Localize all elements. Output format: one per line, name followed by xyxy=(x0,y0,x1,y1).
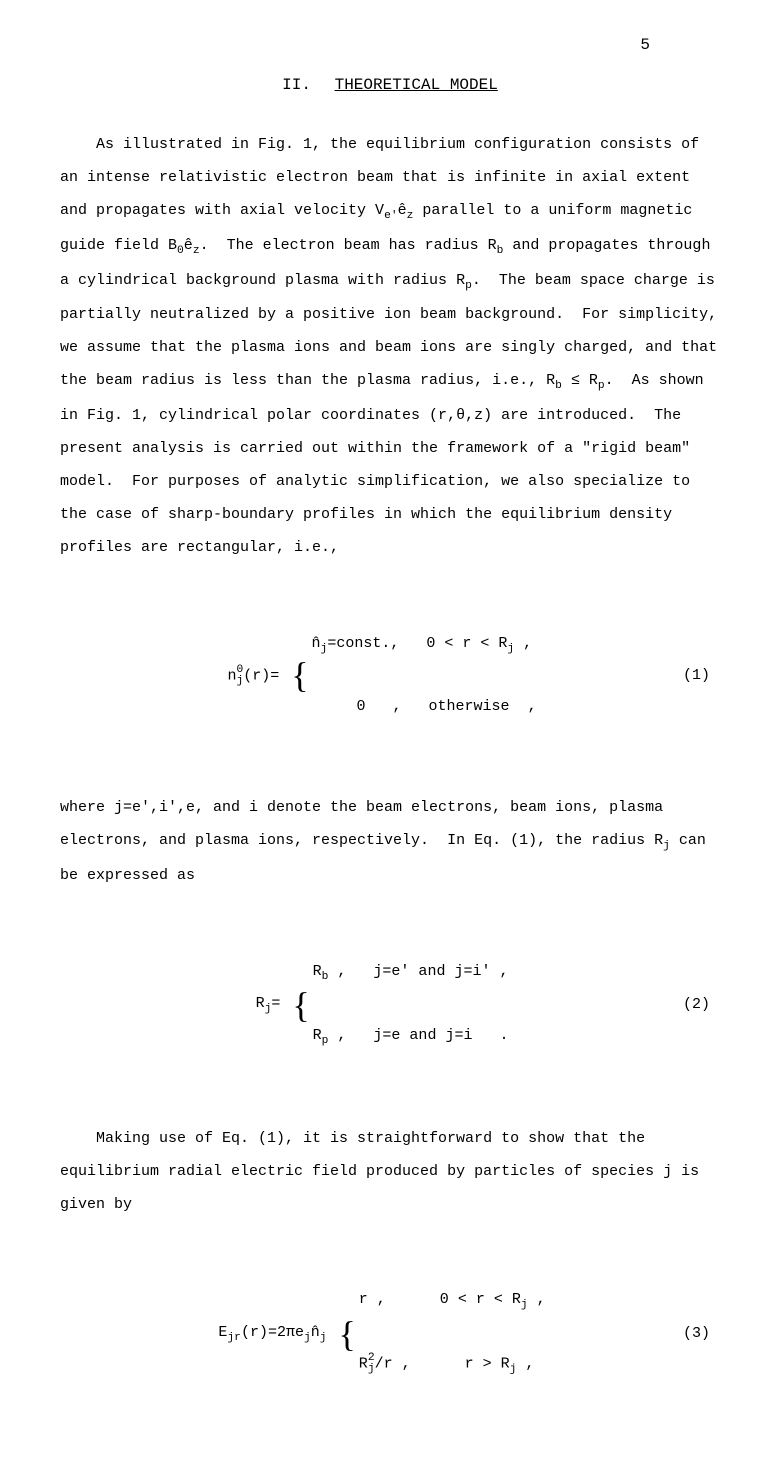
eq1-cases: n̂j=const., 0 < r < Rj , 0 , otherwise , xyxy=(312,594,537,758)
paragraph-1: As illustrated in Fig. 1, the equilibriu… xyxy=(60,128,720,564)
paragraph-2: where j=e',i',e, and i denote the beam e… xyxy=(60,791,720,892)
eq1-label: (1) xyxy=(650,666,720,686)
eq3-lhs: Ejr(r)=2πejn̂j xyxy=(218,1323,335,1346)
page-number: 5 xyxy=(640,36,650,54)
equation-1: n0j(r)= { n̂j=const., 0 < r < Rj , 0 , o… xyxy=(60,574,720,777)
heading-number: II. xyxy=(282,76,311,94)
eq1-lhs: n0j(r)= xyxy=(227,665,288,686)
brace-icon: { xyxy=(336,1318,359,1350)
equation-2: Rj= { Rb , j=e' and j=i' , Rp , j=e and … xyxy=(60,902,720,1108)
eq2-cases: Rb , j=e' and j=i' , Rp , j=e and j=i . xyxy=(313,922,509,1089)
eq3-label: (3) xyxy=(650,1324,720,1344)
paragraph-3: Making use of Eq. (1), it is straightfor… xyxy=(60,1122,720,1221)
eq3-cases: r , 0 < r < Rj , R2j/r , r > Rj , xyxy=(359,1250,546,1417)
section-heading: II. THEORETICAL MODEL xyxy=(60,76,720,94)
eq2-lhs: Rj= xyxy=(256,994,290,1017)
brace-icon: { xyxy=(288,659,311,691)
eq2-label: (2) xyxy=(650,995,720,1015)
equation-3: Ejr(r)=2πejn̂j { r , 0 < r < Rj , R2j/r … xyxy=(60,1231,720,1437)
brace-icon: { xyxy=(289,989,312,1021)
heading-title: THEORETICAL MODEL xyxy=(335,76,498,94)
